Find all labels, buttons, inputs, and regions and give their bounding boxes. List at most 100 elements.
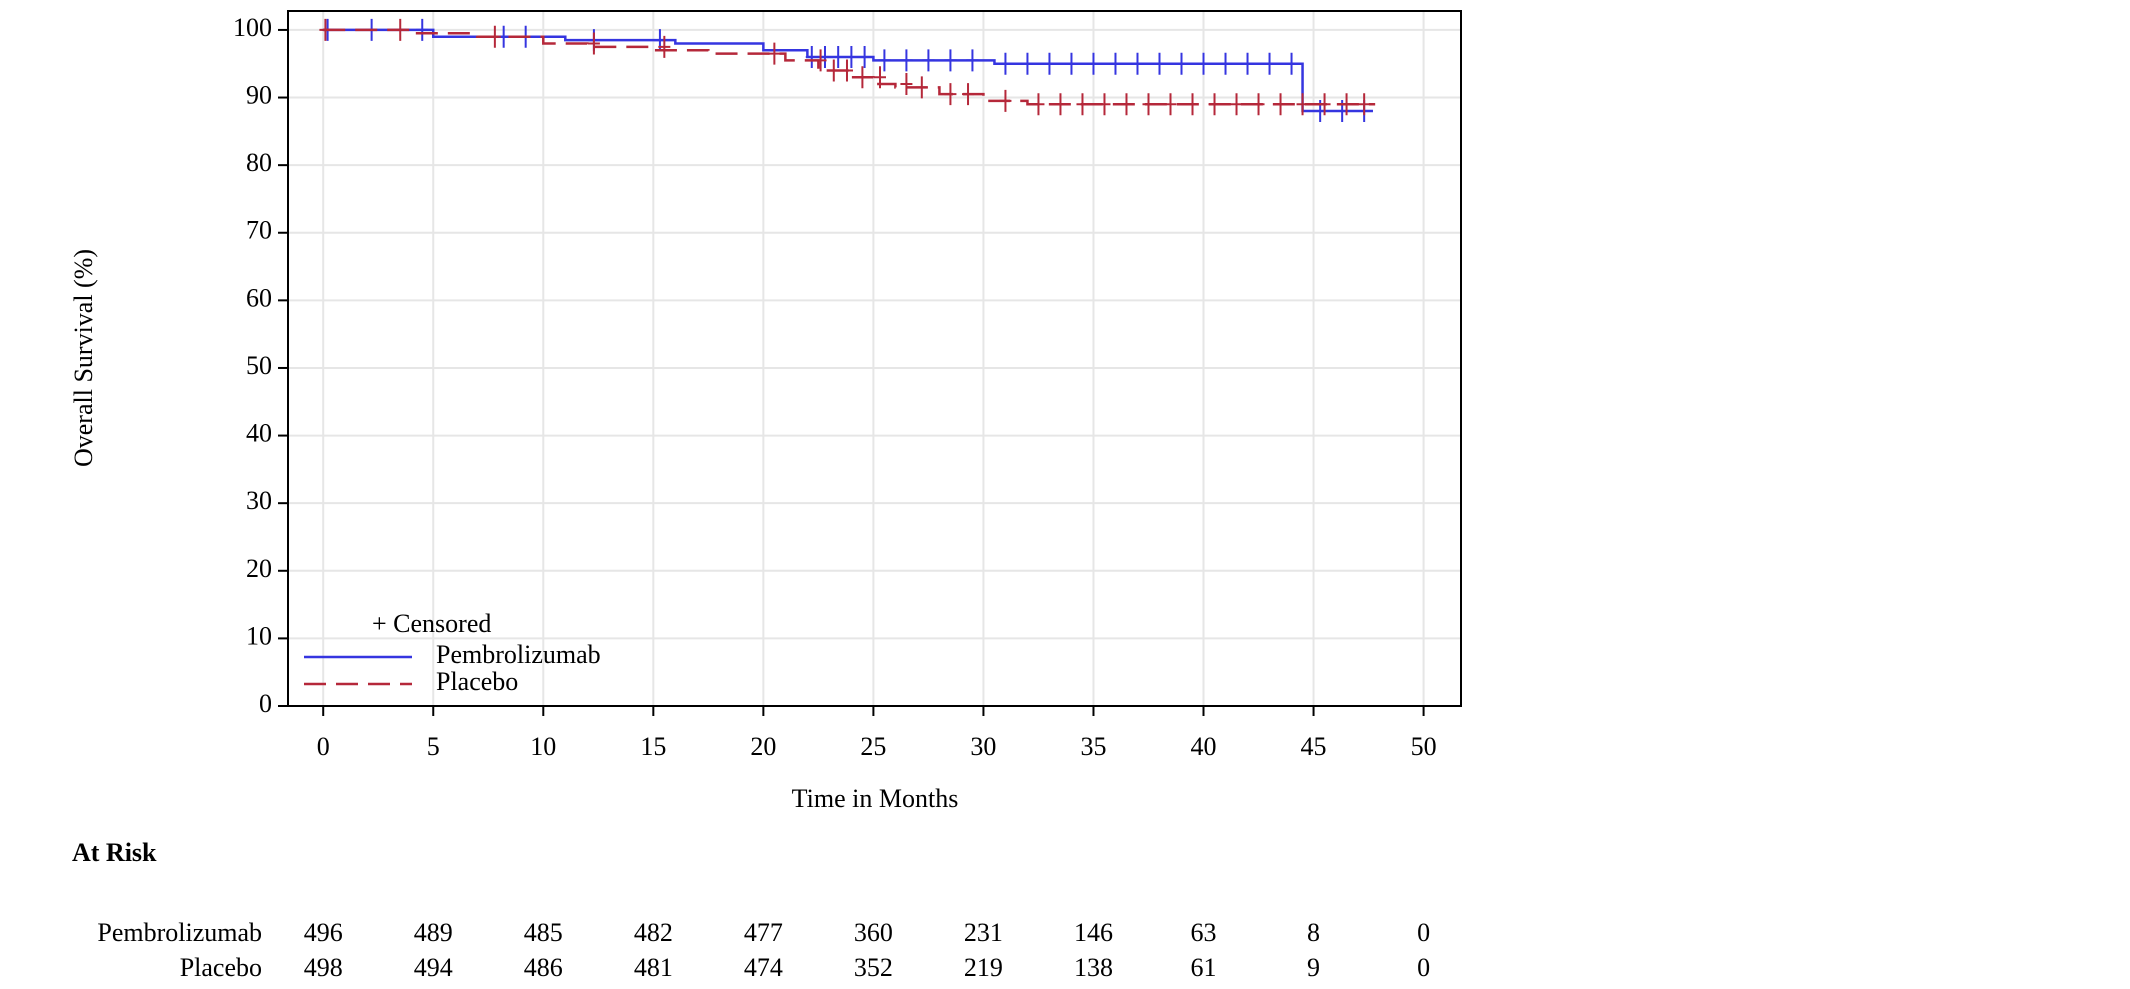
censor-mark — [966, 49, 979, 72]
x-tick-label: 5 — [427, 732, 440, 761]
at-risk-count: 219 — [964, 953, 1003, 982]
at-risk-count: 496 — [304, 918, 343, 947]
censor-mark — [1098, 93, 1111, 116]
censor-mark — [1197, 52, 1210, 75]
x-tick-label: 15 — [640, 732, 666, 761]
x-tick-label: 25 — [860, 732, 886, 761]
censor-mark — [900, 73, 913, 96]
censor-mark — [1065, 52, 1078, 75]
survival-line — [323, 28, 1376, 106]
x-tick-label: 10 — [530, 732, 556, 761]
censor-mark — [1285, 52, 1298, 75]
at-risk-row-name: Placebo — [180, 953, 262, 982]
censor-mark — [1043, 52, 1056, 75]
at-risk-count: 477 — [744, 918, 783, 947]
y-tick-label: 100 — [233, 13, 272, 42]
x-tick-label: 35 — [1080, 732, 1106, 761]
censor-mark — [1230, 93, 1243, 116]
censor-mark — [1219, 52, 1232, 75]
at-risk-count: 360 — [854, 918, 893, 947]
censor-mark — [1263, 52, 1276, 75]
x-tick-label: 30 — [970, 732, 996, 761]
censor-mark — [1358, 93, 1371, 116]
censor-mark — [915, 76, 928, 99]
x-tick-label: 50 — [1411, 732, 1437, 761]
censor-mark — [944, 49, 957, 72]
y-tick-label: 10 — [246, 621, 272, 650]
censor-mark — [416, 18, 429, 41]
censor-mark — [922, 49, 935, 72]
x-tick-label: 40 — [1191, 732, 1217, 761]
y-tick-label: 50 — [246, 351, 272, 380]
at-risk-count: 138 — [1074, 953, 1113, 982]
at-risk-count: 486 — [524, 953, 563, 982]
y-tick-label: 80 — [246, 148, 272, 177]
at-risk-count: 9 — [1307, 953, 1320, 982]
censor-mark — [1175, 52, 1188, 75]
at-risk-count: 494 — [414, 953, 453, 982]
y-tick-label: 60 — [246, 283, 272, 312]
y-tick-label: 30 — [246, 486, 272, 515]
censor-mark — [840, 59, 853, 82]
censor-mark — [768, 42, 781, 65]
at-risk-count: 352 — [854, 953, 893, 982]
censor-mark — [1087, 52, 1100, 75]
at-risk-count: 485 — [524, 918, 563, 947]
censor-mark — [856, 66, 869, 89]
x-tick-label: 20 — [750, 732, 776, 761]
censor-mark — [814, 49, 827, 72]
censor-mark — [488, 25, 501, 48]
censor-mark — [1252, 93, 1265, 116]
x-axis-label: Time in Months — [792, 784, 959, 813]
censor-mark — [999, 52, 1012, 75]
at-risk-count: 498 — [304, 953, 343, 982]
y-tick-label: 40 — [246, 419, 272, 448]
censor-mark — [1296, 93, 1309, 116]
censor-mark — [1153, 52, 1166, 75]
censor-mark — [1021, 52, 1034, 75]
at-risk-count: 8 — [1307, 918, 1320, 947]
at-risk-count: 61 — [1191, 953, 1217, 982]
censor-mark — [805, 45, 818, 68]
censor-mark — [587, 32, 600, 55]
censor-mark — [874, 66, 887, 89]
censor-mark — [1340, 93, 1353, 116]
censor-mark — [658, 35, 671, 58]
y-tick-label: 0 — [259, 689, 272, 718]
y-axis-label: Overall Survival (%) — [69, 249, 98, 467]
at-risk-count: 231 — [964, 918, 1003, 947]
censor-mark — [1076, 93, 1089, 116]
at-risk-count: 474 — [744, 953, 783, 982]
legend-censored: + Censored — [372, 609, 491, 638]
at-risk-count: 63 — [1191, 918, 1217, 947]
censor-mark — [1109, 52, 1122, 75]
at-risk-count: 0 — [1417, 918, 1430, 947]
censor-mark — [962, 83, 975, 106]
censor-mark — [1241, 52, 1254, 75]
x-tick-label: 0 — [317, 732, 330, 761]
at-risk-count: 481 — [634, 953, 673, 982]
censor-mark — [1274, 93, 1287, 116]
censor-mark — [827, 59, 840, 82]
y-tick-label: 20 — [246, 554, 272, 583]
censor-mark — [1120, 93, 1133, 116]
censor-mark — [999, 89, 1012, 112]
censor-mark — [1054, 93, 1067, 116]
at-risk-count: 482 — [634, 918, 673, 947]
legend-label: Pembrolizumab — [436, 640, 601, 669]
censor-mark — [858, 45, 871, 68]
censor-mark — [1131, 52, 1144, 75]
censor-mark — [1142, 93, 1155, 116]
censor-mark — [845, 45, 858, 68]
legend-label: Placebo — [436, 667, 518, 696]
at-risk-count: 489 — [414, 918, 453, 947]
censor-mark — [1186, 93, 1199, 116]
at-risk-row-name: Pembrolizumab — [97, 918, 262, 947]
y-tick-label: 70 — [246, 216, 272, 245]
at-risk-count: 146 — [1074, 918, 1113, 947]
at-risk-title: At Risk — [72, 838, 157, 867]
x-tick-label: 45 — [1301, 732, 1327, 761]
censor-mark — [878, 49, 891, 72]
